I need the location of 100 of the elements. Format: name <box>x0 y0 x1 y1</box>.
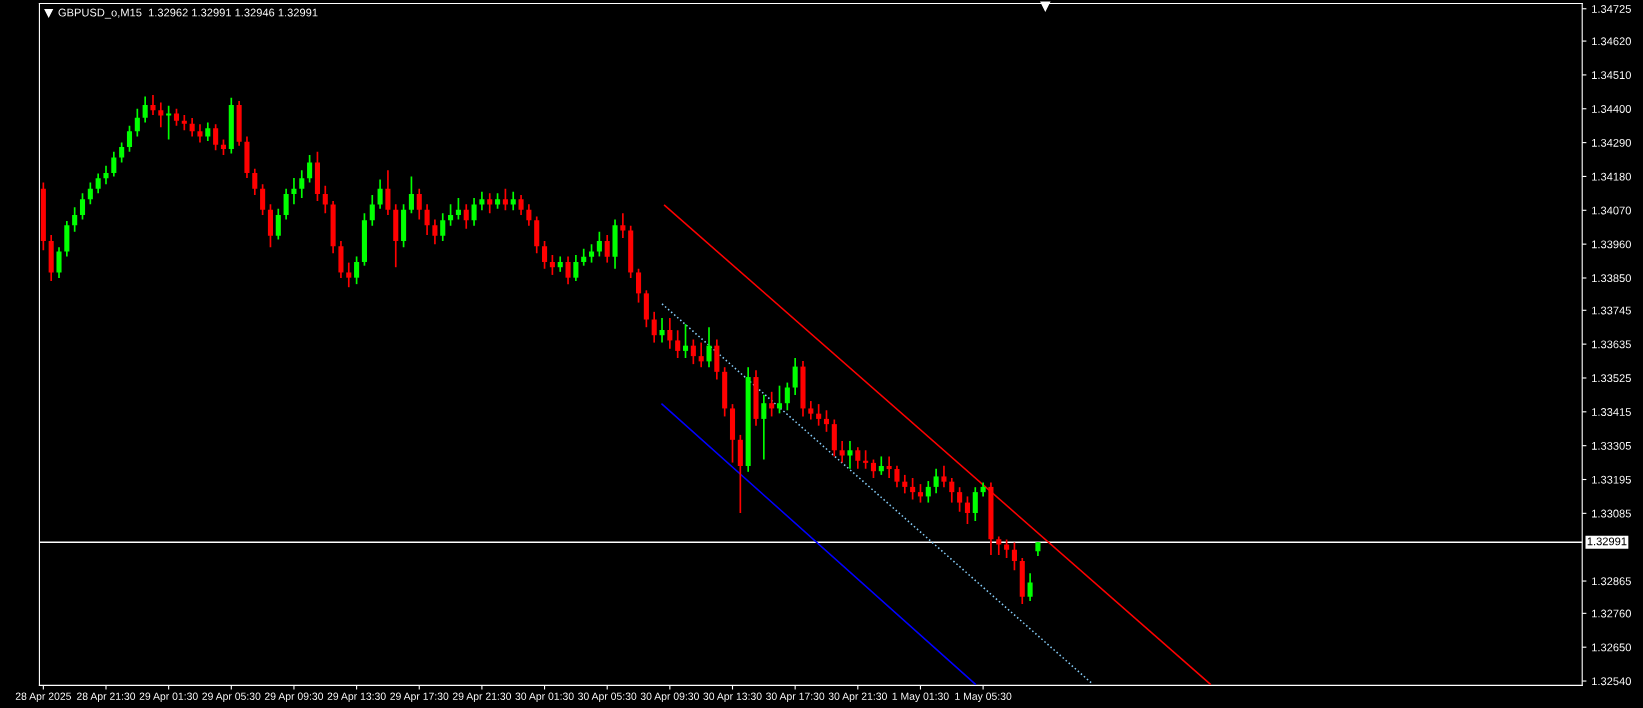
candlestick <box>870 458 877 479</box>
candlestick <box>518 194 524 216</box>
x-tick-label: 30 Apr 17:30 <box>766 692 825 702</box>
y-tick-label: 1.32650 <box>1592 643 1631 652</box>
candlestick <box>213 123 219 152</box>
candlestick <box>776 384 783 415</box>
candlestick <box>119 141 125 164</box>
y-tick-label: 1.34510 <box>1592 71 1631 80</box>
candlestick <box>1011 541 1017 572</box>
candlestick <box>878 455 884 476</box>
candlestick <box>502 187 508 212</box>
candlestick <box>761 394 767 461</box>
candlestick <box>260 183 266 216</box>
candlestick <box>894 464 900 489</box>
candlestick <box>565 255 571 285</box>
y-tick-label: 1.34400 <box>1592 105 1631 113</box>
candlestick <box>604 234 610 264</box>
candlestick <box>675 329 681 359</box>
candlestick <box>275 207 281 241</box>
candlestick <box>957 486 963 513</box>
candlestick <box>252 167 258 196</box>
candlestick <box>816 403 822 427</box>
candlestick <box>134 107 140 138</box>
candlestick <box>322 184 328 215</box>
candlestick <box>126 124 133 153</box>
candlestick <box>283 187 289 221</box>
candlestick <box>79 192 86 221</box>
y-tick-label: 1.33195 <box>1592 475 1631 484</box>
candlestick <box>847 440 853 470</box>
candlestick <box>886 455 892 479</box>
candlestick <box>197 123 203 144</box>
candlestick <box>205 121 211 142</box>
candlestick <box>769 390 775 418</box>
candlestick <box>416 187 422 221</box>
y-tick-label: 1.33415 <box>1592 408 1631 416</box>
x-tick-label: 30 Apr 05:30 <box>578 692 637 702</box>
x-tick-label: 29 Apr 01:30 <box>139 692 198 702</box>
chart-title: GBPUSD_o,M15 1.32962 1.32991 1.32946 1.32991 <box>58 8 318 19</box>
candlestick <box>972 486 978 522</box>
candlestick <box>150 94 156 116</box>
x-tick-label: 28 Apr 2025 <box>15 692 72 702</box>
candlestick <box>299 169 305 199</box>
x-tick-label: 1 May 01:30 <box>892 692 949 702</box>
y-tick-label: 1.33960 <box>1592 240 1631 249</box>
x-tick-label: 29 Apr 21:30 <box>452 692 512 702</box>
y-tick-label: 1.33525 <box>1592 374 1631 383</box>
candlestick <box>181 114 187 132</box>
candlestick <box>635 267 642 304</box>
candlestick <box>855 446 861 470</box>
candlestick <box>408 175 414 215</box>
candlestick <box>72 206 78 233</box>
candlestick <box>369 194 375 227</box>
candlestick <box>651 310 657 344</box>
candlestick <box>949 477 955 504</box>
candlestick <box>667 317 673 350</box>
candlestick <box>823 409 830 433</box>
candlestick <box>941 464 947 489</box>
candlestick <box>142 95 148 124</box>
y-tick-label: 1.33635 <box>1592 340 1631 349</box>
candlestick <box>95 172 101 195</box>
candlestick <box>526 203 532 227</box>
candlestick <box>925 480 931 504</box>
candlestick <box>596 230 602 258</box>
x-tick-label: 30 Apr 09:30 <box>640 692 699 702</box>
y-tick-label: 1.34725 <box>1592 5 1631 13</box>
x-tick-label: 29 Apr 17:30 <box>390 692 449 702</box>
x-tick-label: 29 Apr 05:30 <box>202 692 261 702</box>
candlestick <box>432 218 438 245</box>
candlestick <box>808 400 814 421</box>
y-tick-label: 1.33745 <box>1592 306 1631 315</box>
candlestick <box>510 191 516 212</box>
candlestick <box>784 381 790 412</box>
y-tick-label: 1.34290 <box>1592 138 1631 147</box>
candlestick <box>996 535 1002 556</box>
candlestick <box>111 151 117 178</box>
candlestick <box>549 254 555 276</box>
candlestick <box>424 203 430 236</box>
candlestick <box>542 240 548 270</box>
candlestick <box>690 338 696 365</box>
candlestick <box>166 104 172 141</box>
y-tick-label: 1.34070 <box>1592 206 1631 215</box>
y-tick-label: 1.34180 <box>1592 172 1631 181</box>
candlestick <box>377 178 383 210</box>
candlestick <box>964 495 970 525</box>
candlestick <box>103 164 109 185</box>
candlestick <box>698 341 704 369</box>
x-tick-label: 30 Apr 21:30 <box>828 692 887 702</box>
candlestick <box>910 477 916 501</box>
candlestick <box>902 474 908 495</box>
candlestick <box>440 212 446 242</box>
candlestick <box>471 197 477 227</box>
y-tick-label: 1.32865 <box>1592 577 1631 586</box>
candlestick <box>479 191 485 212</box>
candlestick <box>346 261 352 289</box>
x-tick-label: 29 Apr 09:30 <box>264 692 324 702</box>
ref-line-label: 1.32991 <box>1587 537 1627 546</box>
x-tick-label: 30 Apr 13:30 <box>703 692 762 702</box>
candlestick <box>463 203 469 230</box>
y-tick-label: 1.32540 <box>1592 677 1631 686</box>
candlestick <box>158 101 164 129</box>
